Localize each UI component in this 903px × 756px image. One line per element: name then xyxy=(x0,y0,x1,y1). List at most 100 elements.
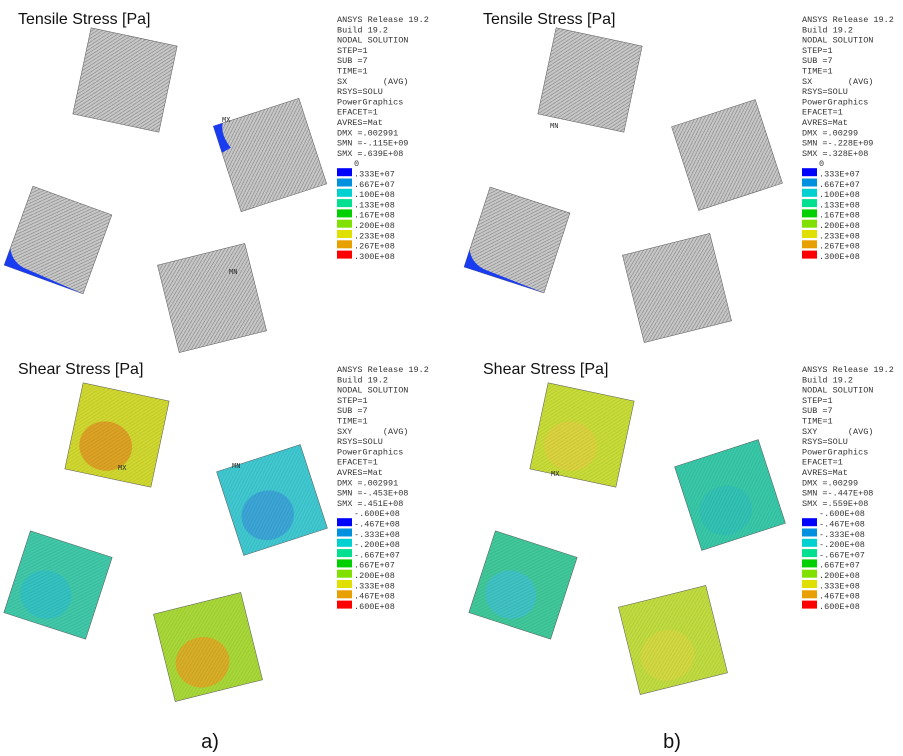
plate xyxy=(157,243,266,352)
mesh xyxy=(469,531,577,639)
solution-info: SMX =.328E+08 xyxy=(802,149,868,159)
legend-swatch xyxy=(337,220,352,228)
legend-label: .333E+07 xyxy=(819,170,860,180)
legend-label: -.200E+08 xyxy=(354,540,400,550)
solution-info: EFACET=1 xyxy=(337,108,378,118)
legend-swatch xyxy=(337,580,352,588)
model-plate xyxy=(4,531,112,639)
solution-info: SUB =7 xyxy=(337,56,368,66)
solution-info: DMX =.00299 xyxy=(802,128,858,138)
legend-label: .267E+08 xyxy=(354,242,395,252)
legend-swatch xyxy=(802,230,817,238)
solution-info: DMX =.002991 xyxy=(337,128,398,138)
legend-label: .233E+08 xyxy=(819,231,860,241)
solution-info: SMX =.451E+08 xyxy=(337,499,403,509)
solution-info: AVRES=Mat xyxy=(802,118,848,128)
mesh xyxy=(217,445,328,556)
solution-info: ANSYS Release 19.2 xyxy=(337,15,429,25)
legend-label: -.667E+07 xyxy=(354,550,400,560)
model-plate xyxy=(73,28,177,132)
legend-label: .600E+08 xyxy=(354,602,395,612)
solution-info: STEP=1 xyxy=(337,396,368,406)
solution-info: NODAL SOLUTION xyxy=(337,36,408,46)
solution-info: SX (AVG) xyxy=(337,77,408,87)
panel-title: Tensile Stress [Pa] xyxy=(18,11,151,28)
legend-label: .667E+07 xyxy=(819,180,860,190)
legend-label: .467E+08 xyxy=(354,592,395,602)
plate xyxy=(464,187,570,293)
solution-info: SMN =-.228E+09 xyxy=(802,139,873,149)
plate xyxy=(4,186,112,294)
solution-info: ANSYS Release 19.2 xyxy=(802,15,894,25)
extreme-marker: MX xyxy=(551,471,560,479)
solution-info: TIME=1 xyxy=(337,417,368,427)
legend-label: -.333E+08 xyxy=(819,530,865,540)
legend-label: -.600E+08 xyxy=(819,509,865,519)
legend-swatch xyxy=(802,590,817,598)
panel: Tensile Stress [Pa]MNANSYS Release 19.2B… xyxy=(464,11,894,343)
extreme-marker: MX xyxy=(118,465,127,473)
legend-label: .333E+07 xyxy=(354,170,395,180)
solution-info: STEP=1 xyxy=(802,46,833,56)
model-plate xyxy=(530,383,634,487)
model-plate xyxy=(157,243,266,352)
legend-swatch xyxy=(337,549,352,557)
legend-swatch xyxy=(802,559,817,567)
solution-info: RSYS=SOLU xyxy=(337,437,383,447)
solution-info: SXY (AVG) xyxy=(337,427,408,437)
legend-swatch xyxy=(802,529,817,537)
legend-swatch xyxy=(337,559,352,567)
extreme-marker: MN xyxy=(232,463,240,471)
solution-info: Build 19.2 xyxy=(802,25,853,35)
legend-label: .100E+08 xyxy=(819,190,860,200)
solution-info: PowerGraphics xyxy=(802,447,868,457)
mesh xyxy=(65,383,169,487)
solution-info: PowerGraphics xyxy=(337,447,403,457)
model-plate xyxy=(213,98,326,211)
legend-label: .333E+08 xyxy=(354,581,395,591)
legend-label: .300E+08 xyxy=(819,252,860,262)
model-plate xyxy=(4,186,112,294)
solution-info: DMX =.002991 xyxy=(337,478,398,488)
legend-swatch xyxy=(802,168,817,176)
solution-info: SMX =.559E+08 xyxy=(802,499,868,509)
solution-info: AVRES=Mat xyxy=(802,468,848,478)
solution-info: STEP=1 xyxy=(802,396,833,406)
solution-info: SUB =7 xyxy=(337,406,368,416)
solution-info: ANSYS Release 19.2 xyxy=(337,365,429,375)
figure: a) b) Tensile Stress [Pa]MXMNANSYS Relea… xyxy=(0,0,903,756)
solution-info: SUB =7 xyxy=(802,56,833,66)
model-plate xyxy=(469,531,577,639)
solution-info: AVRES=Mat xyxy=(337,118,383,128)
solution-info: RSYS=SOLU xyxy=(802,87,848,97)
legend-swatch xyxy=(337,518,352,526)
solution-info: SMN =-.115E+09 xyxy=(337,139,408,149)
legend-label: .667E+07 xyxy=(354,180,395,190)
solution-info: ANSYS Release 19.2 xyxy=(802,365,894,375)
model-plate xyxy=(675,440,786,551)
solution-info: NODAL SOLUTION xyxy=(337,386,408,396)
legend-label: .233E+08 xyxy=(354,231,395,241)
legend-label: -.200E+08 xyxy=(819,540,865,550)
solution-info: Build 19.2 xyxy=(802,375,853,385)
solution-info: SMX =.639E+08 xyxy=(337,149,403,159)
plate xyxy=(213,98,326,211)
legend-swatch xyxy=(802,549,817,557)
legend-swatch xyxy=(337,590,352,598)
mesh xyxy=(530,383,634,487)
legend-swatch xyxy=(802,199,817,207)
legend-label: .600E+08 xyxy=(819,602,860,612)
legend-swatch xyxy=(337,168,352,176)
legend-label: .133E+08 xyxy=(819,200,860,210)
plate xyxy=(672,100,783,211)
legend-swatch xyxy=(802,601,817,609)
legend-label: 0 xyxy=(354,159,359,169)
solution-info: PowerGraphics xyxy=(802,97,868,107)
solution-info: TIME=1 xyxy=(802,67,833,77)
legend-swatch xyxy=(802,518,817,526)
solution-info: RSYS=SOLU xyxy=(337,87,383,97)
legend-label: .467E+08 xyxy=(819,592,860,602)
legend-swatch xyxy=(337,529,352,537)
